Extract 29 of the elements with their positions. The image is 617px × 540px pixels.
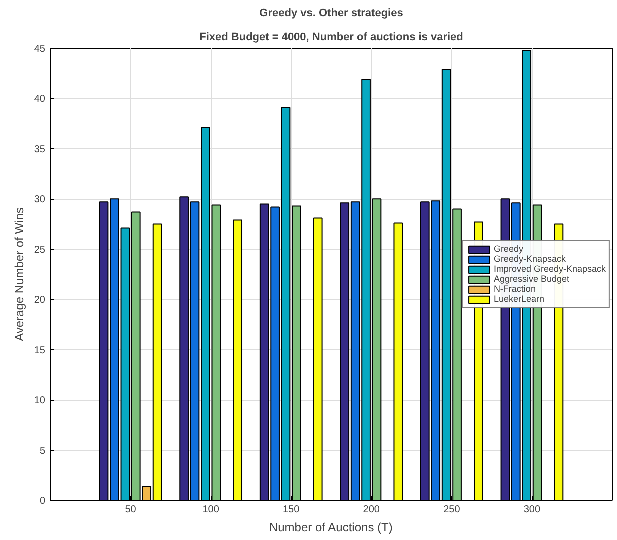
y-axis-title: Average Number of Wins — [12, 208, 26, 342]
x-tick-label: 50 — [125, 504, 137, 516]
y-tick-label: 10 — [34, 396, 46, 407]
x-tick-label: 200 — [363, 504, 380, 516]
x-tick-label: 250 — [444, 504, 461, 516]
bar — [233, 220, 243, 500]
y-tick-label: 40 — [34, 94, 46, 106]
x-tick-label: 100 — [202, 504, 220, 516]
chart-subtitle: Fixed Budget = 4000, Number of auctions is varied — [200, 32, 464, 44]
legend-label: Aggressive Budget — [494, 274, 570, 284]
x-tick-label: 300 — [524, 504, 541, 516]
bar — [394, 222, 404, 500]
legend-label: N-Fraction — [494, 284, 536, 294]
legend-label: Greedy-Knapsack — [494, 254, 566, 264]
y-tick-label: 5 — [40, 446, 46, 457]
y-tick-label: 15 — [34, 345, 46, 356]
legend-label: LuekerLearn — [494, 294, 544, 304]
chart-title: Greedy vs. Other strategies — [260, 8, 404, 20]
y-tick-label: 30 — [34, 194, 46, 206]
legend-label: Greedy — [494, 244, 524, 254]
bar — [313, 218, 323, 500]
y-tick-label: 25 — [34, 244, 46, 256]
y-tick-label: 45 — [34, 44, 46, 55]
y-tick-label: 0 — [40, 496, 46, 507]
legend-label: Improved Greedy-Knapsack — [494, 264, 606, 274]
x-tick-label: 150 — [283, 504, 300, 516]
x-axis-title: Number of Auctions (T) — [269, 520, 393, 534]
y-tick-label: 35 — [34, 144, 46, 156]
y-tick-label: 20 — [34, 295, 46, 306]
